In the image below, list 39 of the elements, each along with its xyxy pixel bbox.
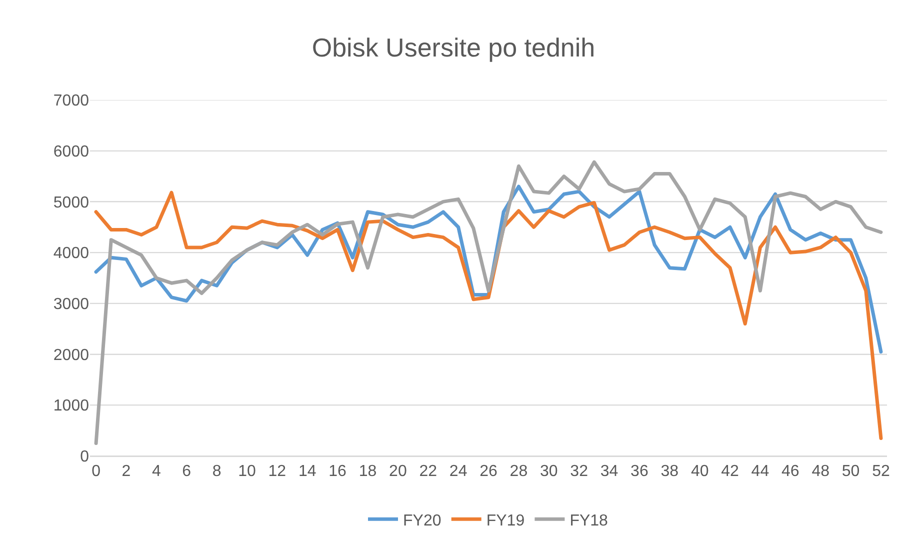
legend-label: FY18 bbox=[570, 512, 608, 530]
x-tick-label: 26 bbox=[480, 463, 498, 480]
x-tick-label: 28 bbox=[510, 463, 528, 480]
x-tick-label: 0 bbox=[92, 463, 101, 480]
x-tick-label: 36 bbox=[630, 463, 648, 480]
x-tick-label: 40 bbox=[690, 463, 709, 480]
x-tick-label: 38 bbox=[660, 463, 679, 480]
x-tick-label: 10 bbox=[238, 463, 256, 480]
x-tick-label: 32 bbox=[570, 463, 588, 480]
y-tick-label: 6000 bbox=[53, 143, 90, 160]
x-tick-label: 22 bbox=[419, 463, 438, 480]
x-tick-label: 34 bbox=[600, 463, 618, 480]
y-tick-label: 0 bbox=[80, 448, 90, 466]
x-tick-label: 42 bbox=[721, 463, 740, 480]
x-tick-label: 52 bbox=[872, 463, 890, 480]
x-tick-label: 16 bbox=[328, 463, 347, 480]
x-tick-label: 14 bbox=[298, 463, 316, 480]
x-tick-label: 20 bbox=[389, 463, 407, 480]
x-tick-label: 12 bbox=[268, 463, 286, 480]
x-tick-label: 48 bbox=[812, 463, 830, 480]
legend-label: FY20 bbox=[403, 512, 442, 530]
chart-title: Obisk Usersite po tednih bbox=[312, 32, 596, 63]
x-tick-label: 24 bbox=[449, 463, 468, 480]
legend-label: FY19 bbox=[486, 512, 525, 530]
x-tick-label: 2 bbox=[122, 463, 131, 480]
x-tick-label: 30 bbox=[540, 463, 558, 480]
x-tick-label: 6 bbox=[182, 463, 192, 480]
y-tick-label: 2000 bbox=[53, 346, 90, 364]
x-tick-label: 44 bbox=[751, 463, 770, 480]
x-tick-label: 46 bbox=[781, 463, 800, 480]
x-tick-label: 8 bbox=[212, 463, 222, 480]
y-tick-label: 1000 bbox=[53, 398, 90, 415]
y-tick-label: 3000 bbox=[53, 296, 90, 314]
y-tick-label: 5000 bbox=[53, 194, 90, 212]
x-tick-label: 50 bbox=[842, 463, 860, 480]
y-tick-label: 4000 bbox=[53, 245, 90, 262]
y-tick-label: 7000 bbox=[53, 92, 90, 110]
x-tick-label: 4 bbox=[152, 463, 161, 480]
x-tick-label: 18 bbox=[358, 463, 377, 480]
